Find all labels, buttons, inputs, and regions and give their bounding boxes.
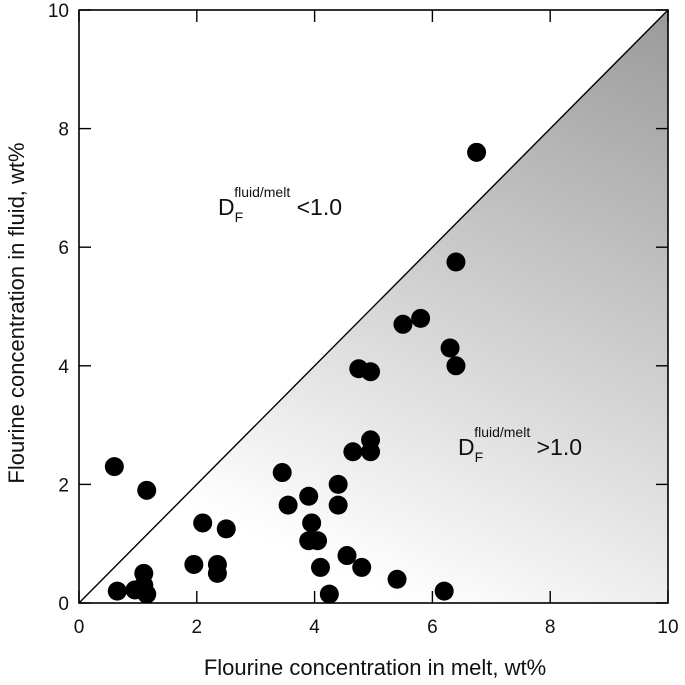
x-tick-label: 2 [192, 617, 203, 638]
data-point [328, 495, 348, 515]
data-point [184, 554, 204, 574]
y-tick-label: 0 [58, 594, 69, 615]
data-point [361, 442, 381, 462]
data-point [467, 142, 487, 162]
data-point [137, 480, 157, 500]
data-point [310, 557, 330, 577]
y-tick-label: 4 [58, 357, 69, 378]
data-point [393, 314, 413, 334]
data-point [272, 463, 292, 483]
data-point [446, 252, 466, 272]
data-point [361, 362, 381, 382]
y-tick-label: 2 [58, 475, 69, 496]
y-tick-label: 10 [48, 1, 69, 22]
x-tick-label: 4 [309, 617, 320, 638]
data-point [440, 338, 460, 358]
data-point [302, 513, 322, 533]
y-axis-ticks: 0 2 4 6 8 10 [48, 1, 668, 615]
x-tick-label: 0 [74, 617, 85, 638]
data-point [352, 557, 372, 577]
data-point [299, 486, 319, 506]
plot-frame [78, 9, 669, 604]
y-tick-label: 8 [58, 120, 69, 141]
x-tick-label: 6 [427, 617, 438, 638]
data-points [104, 142, 487, 604]
data-point [434, 581, 454, 601]
annotation-lower: DFfluid/melt >1.0 [458, 424, 582, 465]
y-tick-label: 6 [58, 238, 69, 259]
y-axis-title: Flourine concentration in fluid, wt% [4, 142, 29, 483]
one-to-one-line [78, 9, 669, 604]
data-point [278, 495, 298, 515]
data-point [137, 584, 157, 604]
data-point [107, 581, 127, 601]
data-point [308, 531, 328, 551]
x-axis-ticks: 0 2 4 6 8 10 [74, 10, 679, 638]
data-point [207, 563, 227, 583]
data-point [337, 546, 357, 566]
data-point [104, 457, 124, 477]
x-tick-label: 8 [545, 617, 556, 638]
x-tick-label: 10 [657, 617, 678, 638]
data-point [387, 569, 407, 589]
data-point [319, 584, 339, 604]
data-point [343, 442, 363, 462]
data-point [446, 356, 466, 376]
data-point [411, 308, 431, 328]
data-point [328, 474, 348, 494]
data-point [216, 519, 236, 539]
annotation-upper: DFfluid/melt <1.0 [218, 184, 342, 225]
data-point [193, 513, 213, 533]
x-axis-title: Flourine concentration in melt, wt% [204, 655, 546, 680]
